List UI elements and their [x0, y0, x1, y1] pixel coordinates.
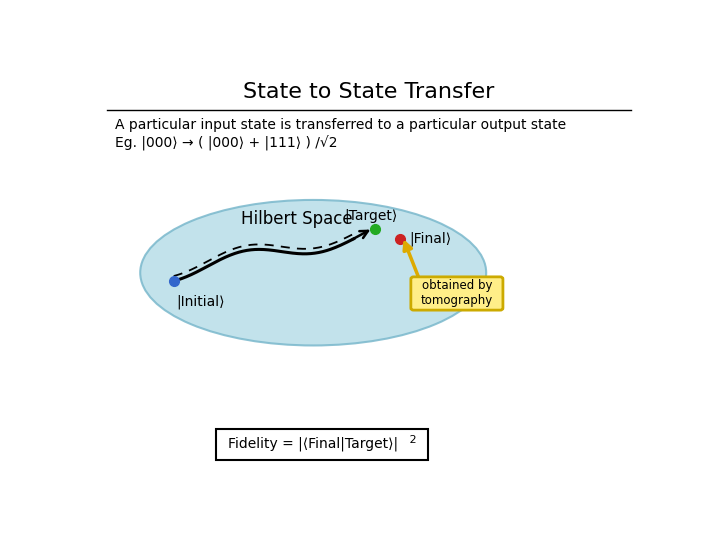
Text: A particular input state is transferred to a particular output state: A particular input state is transferred … — [115, 118, 566, 132]
Text: 2: 2 — [406, 435, 417, 445]
Ellipse shape — [140, 200, 486, 346]
Text: |Initial⟩: |Initial⟩ — [176, 294, 225, 309]
Text: State to State Transfer: State to State Transfer — [243, 82, 495, 102]
Text: Hilbert Space: Hilbert Space — [240, 210, 352, 228]
Text: Eg. |000⟩ → ( |000⟩ + |111⟩ ) /√2: Eg. |000⟩ → ( |000⟩ + |111⟩ ) /√2 — [115, 136, 338, 151]
FancyBboxPatch shape — [215, 429, 428, 460]
Text: |Target⟩: |Target⟩ — [344, 208, 397, 223]
Text: Fidelity = |⟨Final|Target⟩|: Fidelity = |⟨Final|Target⟩| — [228, 437, 398, 451]
Text: obtained by
tomography: obtained by tomography — [420, 280, 493, 307]
Text: |Final⟩: |Final⟩ — [410, 231, 452, 246]
FancyBboxPatch shape — [411, 277, 503, 310]
